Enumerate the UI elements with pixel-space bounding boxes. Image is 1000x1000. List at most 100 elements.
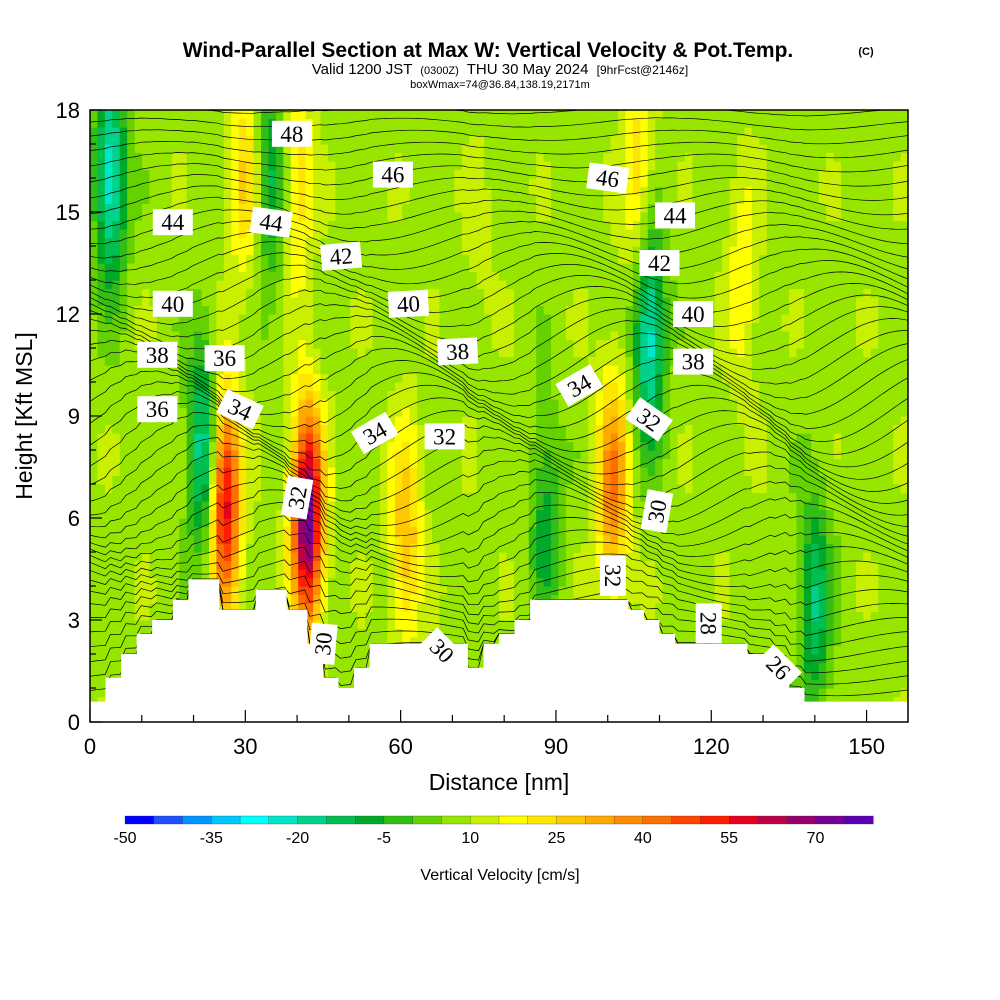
w-cell <box>543 246 552 256</box>
w-cell <box>342 543 351 553</box>
w-cell <box>335 450 344 460</box>
w-cell <box>424 484 433 494</box>
w-cell <box>528 297 537 307</box>
w-cell <box>350 373 359 383</box>
w-cell <box>521 433 530 443</box>
w-cell <box>476 186 485 196</box>
w-cell <box>476 518 485 528</box>
w-cell <box>432 501 441 511</box>
w-cell <box>551 458 560 468</box>
w-cell <box>313 195 322 205</box>
w-cell <box>499 373 508 383</box>
w-cell <box>164 450 173 460</box>
w-cell <box>491 356 500 366</box>
w-cell <box>320 356 329 366</box>
w-cell <box>528 458 537 468</box>
w-cell <box>350 586 359 596</box>
w-cell <box>573 339 582 349</box>
w-cell <box>290 526 299 536</box>
w-cell <box>380 535 389 545</box>
w-cell <box>469 373 478 383</box>
w-cell <box>454 637 463 647</box>
w-cell <box>588 535 597 545</box>
w-cell <box>246 535 255 545</box>
w-cell <box>394 348 403 358</box>
w-cell <box>201 271 210 281</box>
w-cell <box>543 280 552 290</box>
w-cell <box>97 195 106 205</box>
w-cell <box>149 195 158 205</box>
w-cell <box>573 237 582 247</box>
w-cell <box>104 339 113 349</box>
w-cell <box>528 271 537 281</box>
w-cell <box>298 297 307 307</box>
w-cell <box>156 178 165 188</box>
w-cell <box>305 152 314 162</box>
w-cell <box>454 271 463 281</box>
w-cell <box>171 314 180 324</box>
w-cell <box>380 110 389 120</box>
w-cell <box>194 543 203 553</box>
w-cell <box>201 144 210 154</box>
w-cell <box>350 152 359 162</box>
w-cell <box>186 492 195 502</box>
w-cell <box>194 229 203 239</box>
w-cell <box>97 603 106 613</box>
w-cell <box>521 144 530 154</box>
w-cell <box>372 637 381 647</box>
w-cell <box>142 390 151 400</box>
w-cell <box>305 220 314 230</box>
w-cell <box>186 509 195 519</box>
w-cell <box>216 569 225 579</box>
w-cell <box>424 144 433 154</box>
w-cell <box>365 186 374 196</box>
w-cell <box>491 594 500 604</box>
w-cell <box>528 484 537 494</box>
w-cell <box>513 365 522 375</box>
w-cell <box>201 297 210 307</box>
w-cell <box>216 254 225 264</box>
w-cell <box>372 603 381 613</box>
w-cell <box>290 195 299 205</box>
w-cell <box>409 441 418 451</box>
w-cell <box>119 195 128 205</box>
w-cell <box>394 356 403 366</box>
w-cell <box>469 577 478 587</box>
w-cell <box>357 263 366 273</box>
w-cell <box>432 577 441 587</box>
w-cell <box>350 603 359 613</box>
w-cell <box>156 322 165 332</box>
w-cell <box>261 552 270 562</box>
w-cell <box>142 271 151 281</box>
w-cell <box>439 492 448 502</box>
w-cell <box>201 526 210 536</box>
w-cell <box>216 322 225 332</box>
w-cell <box>476 373 485 383</box>
w-cell <box>446 628 455 638</box>
w-cell <box>372 271 381 281</box>
w-cell <box>119 535 128 545</box>
w-cell <box>246 237 255 247</box>
w-cell <box>97 229 106 239</box>
w-cell <box>327 280 336 290</box>
w-cell <box>268 110 277 120</box>
w-cell <box>588 475 597 485</box>
w-cell <box>335 365 344 375</box>
w-cell <box>216 526 225 536</box>
w-cell <box>424 569 433 579</box>
w-cell <box>208 127 218 137</box>
w-cell <box>201 569 210 579</box>
w-cell <box>216 560 225 570</box>
w-cell <box>394 195 403 205</box>
w-cell <box>268 450 277 460</box>
w-cell <box>365 237 374 247</box>
w-cell <box>179 543 188 553</box>
w-cell <box>335 305 344 315</box>
w-cell <box>439 467 448 477</box>
w-cell <box>290 594 299 604</box>
w-cell <box>350 569 359 579</box>
w-cell <box>372 501 381 511</box>
w-cell <box>275 535 284 545</box>
w-cell <box>357 569 366 579</box>
w-cell <box>417 195 426 205</box>
